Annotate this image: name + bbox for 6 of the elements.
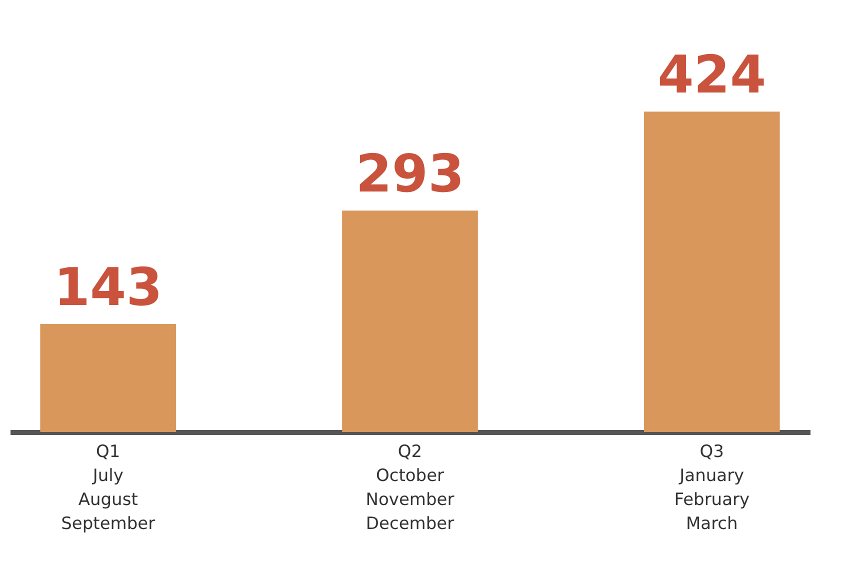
data-label: 424: [658, 46, 766, 106]
data-label: 143: [54, 258, 162, 318]
data-label: 293: [356, 144, 464, 205]
x-tick-label: Q1 July August September: [61, 442, 156, 534]
x-tick-label: Q2 October November December: [366, 442, 454, 534]
x-tick-label: Q3 January February March: [674, 442, 750, 534]
